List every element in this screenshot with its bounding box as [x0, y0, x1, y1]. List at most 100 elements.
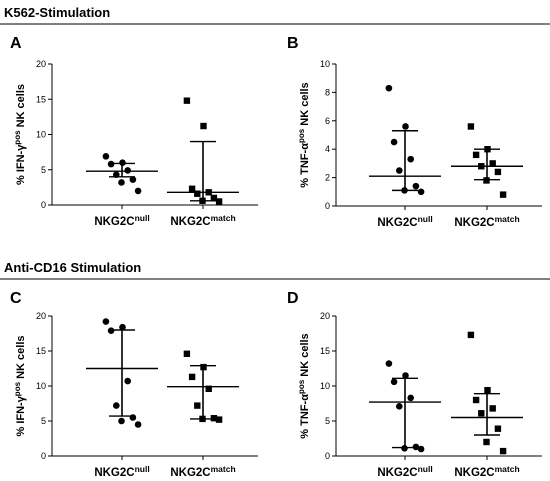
y-tick-label: 5: [41, 416, 46, 426]
y-tick-label: 5: [41, 165, 46, 175]
data-point: [119, 323, 126, 331]
y-tick-label: 4: [325, 144, 330, 154]
panel-letter: C: [10, 290, 22, 307]
data-point: [200, 122, 207, 130]
x-category-label: NKG2Cmatch: [170, 464, 235, 479]
series-1: [369, 84, 441, 196]
y-tick-label: 15: [36, 346, 46, 356]
data-point: [390, 378, 398, 386]
data-point: [407, 394, 415, 402]
data-point: [188, 185, 196, 192]
y-axis-label: % IFN-γpos NK cells: [13, 84, 27, 185]
y-tick-label: 5: [325, 416, 330, 426]
data-point: [478, 410, 485, 417]
panel-b: B 0 2 4 6 8 10 NKG2Cnull NKG2Cmatch % TNF-αpos NK…: [287, 35, 542, 229]
panel-letter: D: [287, 290, 299, 307]
data-point: [124, 167, 131, 174]
series-2: [167, 97, 239, 205]
data-point: [134, 187, 142, 195]
panel-a: A 0 5 10 15 20 NKG2Cnull NKG2Cmatch % IFN-γpos N…: [10, 35, 258, 228]
series-2: [451, 123, 523, 198]
data-point: [483, 438, 490, 446]
data-point: [107, 160, 115, 168]
data-point: [494, 168, 502, 176]
y-tick-label: 15: [320, 346, 330, 356]
y-tick-label: 15: [36, 94, 46, 104]
data-point: [407, 155, 415, 163]
y-tick-label: 10: [36, 130, 46, 140]
y-tick-label: 6: [325, 116, 330, 126]
x-category-label: NKG2Cnull: [94, 213, 149, 228]
data-point: [484, 387, 491, 394]
data-point: [129, 176, 137, 183]
y-tick-label: 20: [36, 59, 46, 69]
y-axis-label: % TNF-αpos NK cells: [297, 333, 311, 438]
data-point: [494, 425, 502, 432]
data-point: [499, 447, 507, 455]
x-category-label: NKG2Cnull: [377, 214, 432, 229]
data-point: [194, 190, 201, 197]
data-point: [134, 421, 142, 428]
y-axis-label: % TNF-αpos NK cells: [297, 82, 311, 187]
panel-letter: B: [287, 35, 299, 52]
data-point: [385, 360, 393, 367]
data-point: [489, 405, 496, 412]
y-tick-label: 20: [320, 311, 330, 321]
series-1: [369, 360, 441, 453]
data-point: [390, 138, 398, 146]
data-point: [483, 177, 490, 184]
data-point: [188, 373, 196, 381]
y-tick-label: 10: [320, 59, 330, 69]
series-1: [86, 318, 158, 428]
data-point: [118, 179, 125, 186]
data-point: [489, 160, 496, 167]
x-category-label: NKG2Cnull: [94, 464, 149, 479]
data-point: [183, 97, 191, 104]
data-point: [402, 123, 409, 130]
x-category-label: NKG2Cmatch: [170, 213, 235, 228]
data-point: [499, 191, 507, 198]
data-point: [467, 123, 475, 130]
data-point: [472, 396, 480, 404]
y-tick-label: 10: [36, 381, 46, 391]
data-point: [183, 350, 191, 357]
data-point: [205, 385, 212, 392]
y-tick-label: 20: [36, 311, 46, 321]
y-tick-label: 8: [325, 87, 330, 97]
section-title-cd16: Anti-CD16 Stimulation: [4, 260, 141, 275]
y-tick-label: 0: [325, 201, 330, 211]
data-point: [102, 318, 110, 325]
y-tick-label: 2: [325, 173, 330, 183]
data-point: [412, 182, 420, 190]
data-point: [417, 445, 425, 453]
data-point: [396, 167, 403, 174]
series-2: [451, 331, 523, 455]
panel-d: D 0 5 10 15 20 NKG2Cnull NKG2Cmatch % TNF-αpos N…: [287, 290, 542, 479]
x-category-label: NKG2Cmatch: [454, 214, 519, 229]
data-point: [385, 84, 393, 92]
data-point: [113, 402, 120, 409]
data-point: [215, 198, 223, 205]
data-point: [102, 153, 110, 160]
data-point: [118, 417, 125, 425]
data-point: [402, 372, 409, 379]
data-point: [194, 402, 201, 409]
data-point: [215, 416, 223, 423]
panel-c: C 0 5 10 15 20 NKG2Cnull NKG2Cmatch % IFN-γpos N…: [10, 290, 258, 479]
x-category-label: NKG2Cmatch: [454, 464, 519, 479]
data-point: [210, 194, 218, 202]
data-point: [129, 414, 137, 421]
y-tick-label: 0: [41, 451, 46, 461]
panel-letter: A: [10, 35, 22, 52]
data-point: [124, 377, 131, 385]
data-point: [119, 159, 126, 166]
series-2: [167, 350, 239, 423]
y-tick-label: 10: [320, 381, 330, 391]
data-point: [107, 327, 115, 335]
y-tick-label: 0: [325, 451, 330, 461]
data-point: [467, 331, 475, 339]
data-point: [472, 151, 480, 159]
data-point: [396, 403, 403, 410]
